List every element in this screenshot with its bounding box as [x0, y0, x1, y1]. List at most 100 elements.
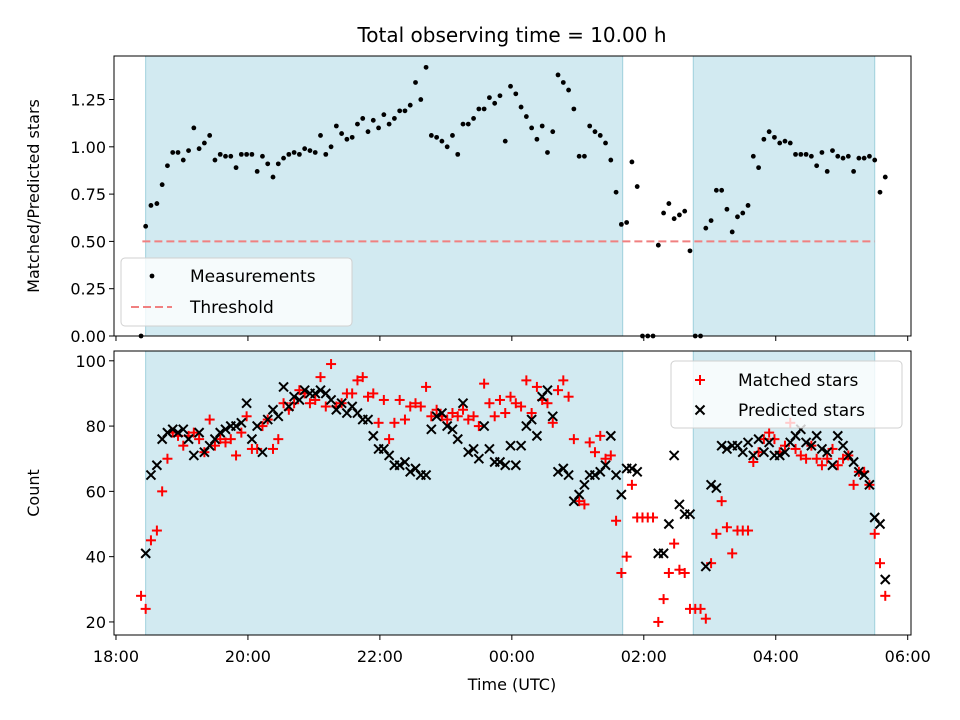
measurement-point [513, 91, 519, 97]
predicted-star-point [436, 407, 448, 419]
measurement-point [835, 153, 841, 159]
matched-star-point [616, 567, 627, 578]
matched-star-point [811, 453, 822, 464]
x-stroke-b [410, 463, 421, 474]
matched-star-point [816, 460, 827, 471]
measurement-point [560, 80, 566, 85]
matched-star-point [320, 401, 331, 412]
predicted-star-point [383, 450, 395, 461]
matched-star-point [145, 535, 156, 546]
x-stroke-b [183, 433, 194, 445]
x-stroke-b [658, 548, 669, 559]
x-stroke-b [589, 469, 601, 481]
matched-star-point [384, 434, 395, 445]
x-stroke-b [478, 420, 490, 432]
measurement-point [386, 121, 392, 127]
predicted-star-point [236, 417, 247, 429]
measurement-point [423, 64, 429, 70]
predicted-star-point [605, 430, 617, 442]
measurement-point [307, 148, 313, 153]
measurement-point [555, 72, 561, 78]
predicted-star-point [600, 460, 611, 471]
measurement-point [444, 144, 450, 150]
y-tick-label: 0.00 [70, 327, 106, 346]
measurement-point [803, 151, 809, 157]
matched-star-point [268, 443, 279, 454]
legend-label-measurements: Measurements [190, 267, 316, 287]
x-stroke-b [310, 388, 321, 399]
y-tick-label: 0.25 [70, 280, 106, 299]
measurement-point [740, 210, 746, 216]
x-stroke-b [441, 420, 453, 432]
chart-title: Total observing time = 10.00 h [356, 23, 666, 47]
x-stroke-b [457, 398, 469, 409]
predicted-star-point [658, 548, 669, 559]
x-stroke-b [700, 561, 712, 572]
measurement-point [502, 138, 508, 144]
x-stroke-b [758, 446, 770, 458]
matched-star-point [595, 430, 606, 441]
x-stroke-b [315, 384, 326, 396]
matched-star-point [194, 434, 205, 445]
matched-star-point [727, 548, 738, 559]
x-stroke-b [288, 391, 300, 402]
measurement-point [212, 157, 218, 163]
predicted-star-point [278, 381, 289, 393]
x-tick-label: 06:00 [885, 647, 931, 666]
measurement-point [655, 242, 661, 248]
measurement-point [497, 93, 503, 99]
predicted-star-point [610, 469, 622, 481]
measurement-point [761, 136, 767, 142]
predicted-star-point [178, 424, 189, 435]
matched-stars-points [136, 359, 891, 627]
matched-star-point [553, 385, 564, 396]
predicted-star-point [394, 460, 405, 471]
x-stroke-b [827, 460, 838, 471]
measurement-point [729, 229, 735, 235]
measurement-point [228, 153, 234, 159]
matched-star-point [563, 391, 574, 402]
x-stroke-b [742, 437, 754, 448]
measurement-point [534, 136, 540, 142]
matched-star-point [589, 447, 600, 458]
matched-star-point [822, 453, 833, 464]
measurement-point [766, 129, 772, 135]
x-stroke-b [874, 518, 886, 530]
x-stroke-b [352, 407, 363, 419]
measurement-point [793, 151, 798, 157]
x-stroke-b [246, 433, 258, 445]
measurement-point [143, 223, 149, 229]
x-stroke-b [420, 469, 432, 481]
measurement-point [481, 106, 487, 112]
matched-star-point [721, 522, 732, 533]
measurement-point [381, 112, 387, 118]
x-stroke-b [869, 512, 880, 523]
measurement-point [170, 150, 176, 155]
measurement-point [196, 146, 202, 152]
measurement-point [750, 153, 756, 159]
x-stroke-b [748, 450, 759, 461]
x-stroke-b [273, 411, 284, 422]
bottom-y-ticks: 20 40 60 80 100 [75, 352, 114, 632]
y-tick-label: 40 [86, 548, 106, 567]
matched-star-point [605, 450, 616, 461]
predicted-star-point [827, 460, 838, 471]
measurement-point [476, 106, 482, 112]
predicted-star-point [310, 388, 321, 399]
predicted-star-point [711, 482, 722, 494]
predicted-star-point [294, 394, 305, 406]
x-stroke-b [505, 440, 516, 451]
x-stroke-b [531, 430, 543, 442]
x-stroke-b [320, 388, 331, 399]
predicted-star-point [737, 446, 748, 458]
matched-star-point [600, 453, 611, 464]
observing-window-band [693, 56, 875, 336]
measurement-point [671, 216, 677, 222]
matched-star-point [368, 388, 379, 399]
measurement-point [545, 150, 550, 155]
matched-star-point [484, 398, 495, 409]
measurement-point [518, 104, 524, 110]
predicted-star-point [246, 433, 258, 445]
x-stroke-b [257, 446, 268, 458]
